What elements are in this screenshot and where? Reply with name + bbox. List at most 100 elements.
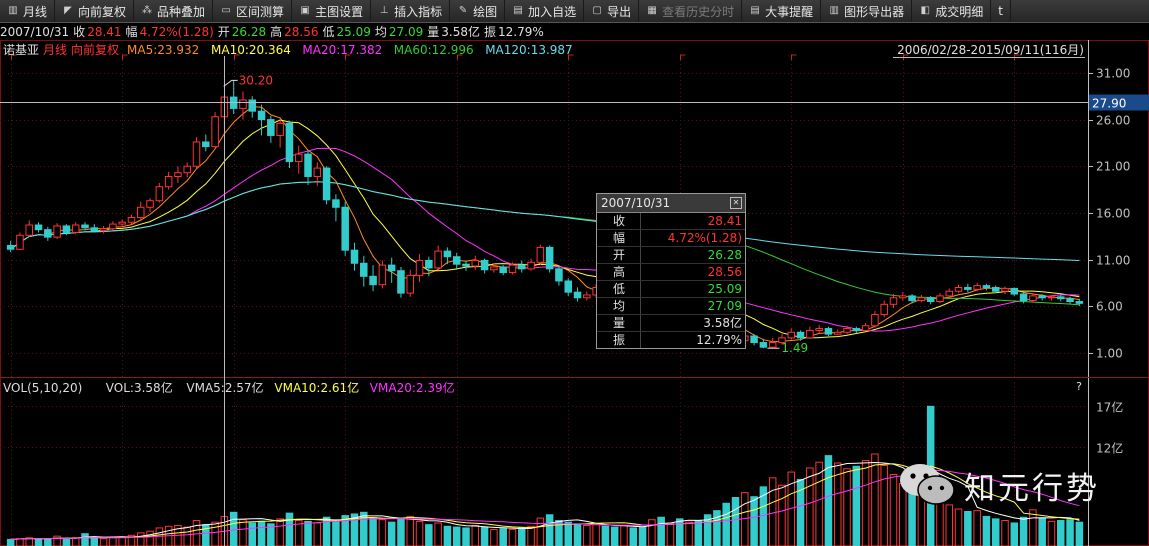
tooltip-header: 2007/10/31 ✕	[597, 194, 745, 213]
calendar-icon: ▤	[750, 5, 760, 16]
year-marker	[11, 54, 17, 60]
candle-body	[257, 110, 266, 121]
toolbar-button-5[interactable]: ⊥ 插入指标	[371, 0, 451, 22]
year-marker	[568, 54, 574, 60]
volume-bar	[229, 511, 238, 546]
candle-body	[1029, 295, 1037, 302]
volume-bar	[703, 514, 712, 546]
volume-bar	[1019, 516, 1028, 546]
year-marker	[1014, 54, 1020, 60]
volume-bar	[545, 514, 554, 546]
volume-bar	[211, 521, 219, 546]
toolbar-button-0[interactable]: ▥ 月线	[0, 0, 56, 22]
ma-label: MA20:17.382	[302, 43, 382, 57]
toolbar-button-label: 查看历史分时	[662, 4, 735, 19]
candle-body	[964, 287, 972, 290]
volume-tick-label: 12亿	[1096, 441, 1123, 456]
volume-bar	[592, 524, 600, 546]
tooltip-row: 均 27.09	[597, 297, 745, 314]
volume-bar	[285, 512, 294, 546]
close-icon[interactable]: ✕	[730, 197, 742, 209]
candle-body	[536, 246, 545, 263]
volume-bar	[1075, 521, 1084, 546]
candle-body	[146, 200, 154, 208]
volume-bar	[638, 526, 647, 546]
candle-body	[824, 328, 833, 335]
toolbar-button-6[interactable]: ✎ 绘图	[450, 0, 506, 22]
toolbar-button-12[interactable]: ◧ 成交明细	[912, 0, 992, 22]
settings-icon: ▣	[300, 5, 310, 16]
volume-bar	[341, 515, 349, 546]
volume-bar	[629, 527, 638, 546]
toolbar-button-11[interactable]: ▥ 图形导出器	[821, 0, 913, 22]
toolbar-button-13[interactable]: t	[991, 0, 1011, 22]
toolbar-button-1[interactable]: ◤ 向前复权	[55, 0, 135, 22]
toolbar-button-3[interactable]: ▭ 区间测算	[213, 0, 293, 22]
volume-bar	[239, 519, 247, 546]
candle-body	[945, 290, 954, 297]
toolbar-button-9[interactable]: ▦ 查看历史分时	[639, 0, 743, 22]
toolbar-button-8[interactable]: ▢ 导出	[584, 0, 640, 22]
panel-label: 诺基亚	[3, 43, 39, 57]
toolbar-button-label: 区间测算	[236, 4, 285, 19]
volume-bar	[425, 524, 433, 546]
toolbar-button-10[interactable]: ▤ 大事提醒	[742, 0, 822, 22]
candle-body	[936, 295, 944, 302]
volume-bar	[471, 524, 480, 546]
tooltip-row: 收 28.41	[597, 213, 745, 229]
candle-body	[267, 119, 275, 136]
candle-body	[211, 116, 219, 148]
candle-body	[443, 250, 452, 258]
volume-bar	[462, 527, 470, 546]
toolbar-button-7[interactable]: ▤ 加入自选	[505, 0, 585, 22]
candle-body	[806, 329, 814, 339]
toolbar-button-label: 插入指标	[394, 4, 443, 19]
candle-body	[833, 331, 842, 335]
volume-bar	[1047, 520, 1056, 546]
info-close-label: 收	[73, 25, 86, 39]
volume-bar	[369, 517, 377, 546]
candle-body	[16, 234, 24, 250]
volume-bar	[16, 538, 24, 546]
year-marker	[345, 54, 351, 60]
candle-body	[861, 325, 870, 331]
wechat-icon	[900, 464, 955, 505]
tooltip-rows: 收 28.41 幅 4.72%(1.28) 开 26.28 高 28.56 低 25.09 均 27.…	[597, 213, 745, 348]
candle-body	[518, 264, 526, 270]
volume-bar	[536, 517, 545, 546]
candle-body	[871, 314, 879, 327]
volume-bar	[6, 538, 15, 546]
panel-label: 向前复权	[71, 42, 119, 57]
toolbar-button-label: 图形导出器	[844, 4, 905, 19]
volume-bar	[527, 525, 535, 546]
tooltip-key: 均	[597, 298, 641, 314]
max-pointer	[223, 79, 238, 87]
toolbar-button-label: 大事提醒	[765, 4, 814, 19]
toolbar-button-label: 月线	[23, 4, 48, 19]
candle-body	[248, 99, 257, 112]
candle-body	[583, 294, 591, 299]
toolbar-button-4[interactable]: ▣ 主图设置	[292, 0, 372, 22]
toolbar-button-label: 绘图	[473, 4, 498, 19]
toolbar-button-label: 主图设置	[315, 4, 364, 19]
price-tick-label: 11.00	[1096, 254, 1130, 268]
volume-bar	[675, 518, 684, 546]
tooltip-row: 振 12.79%	[597, 331, 745, 348]
volume-bar	[601, 525, 610, 546]
info-low: 25.09	[336, 24, 371, 39]
panel-label: 月线	[43, 43, 67, 57]
volume-bar	[843, 468, 851, 546]
tooltip-value: 28.41	[707, 214, 742, 228]
volume-bar	[648, 519, 656, 546]
candle-body	[239, 99, 247, 109]
add-icon: ▤	[513, 5, 523, 16]
volume-bar	[1038, 517, 1046, 546]
candle-body	[136, 206, 145, 219]
volume-bar	[815, 461, 823, 546]
volume-bar	[452, 526, 461, 546]
crosshair-price-label: 27.90	[1092, 97, 1126, 111]
volume-bar	[852, 465, 861, 546]
volume-bar	[183, 526, 191, 546]
toolbar-button-2[interactable]: ⁂ 品种叠加	[134, 0, 214, 22]
watermark: 知元行势	[898, 462, 1100, 508]
